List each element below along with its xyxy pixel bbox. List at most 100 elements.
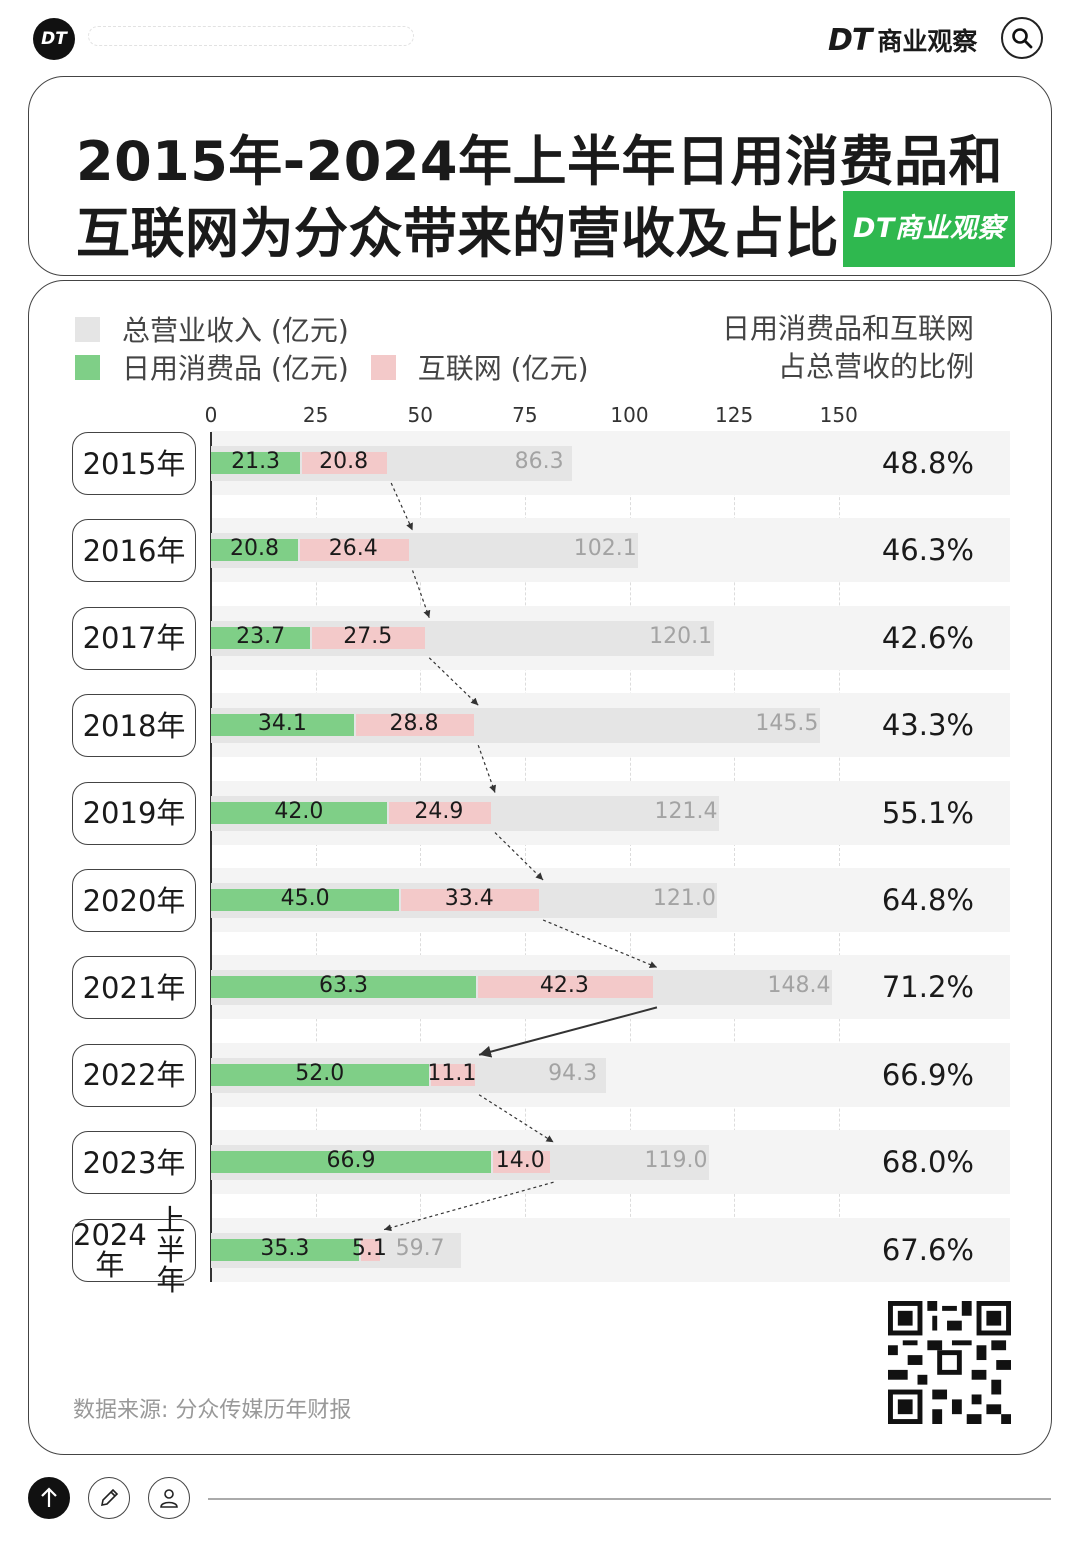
ratio-label: 55.1% <box>881 795 974 830</box>
ratio-label: 46.3% <box>881 533 974 568</box>
chart-card <box>28 280 1052 1455</box>
x-tick-label: 75 <box>512 403 538 427</box>
qr-code-icon[interactable] <box>888 1301 1011 1424</box>
value-label-total: 86.3 <box>514 449 564 474</box>
bar-internet <box>430 1063 476 1086</box>
bar-internet <box>477 976 653 999</box>
top-bar: DT DT 商业观察 <box>0 0 1080 80</box>
value-label-daily: 21.3 <box>231 449 281 474</box>
ratio-legend-line-1: 日用消费品和互联网 <box>721 312 974 345</box>
value-label-total: 102.1 <box>573 536 637 562</box>
bar-internet <box>401 889 540 911</box>
bar-internet <box>355 714 475 737</box>
x-tick-label: 150 <box>819 403 858 427</box>
bar-internet <box>312 626 426 649</box>
bar-internet <box>388 801 491 824</box>
value-label-daily: 34.1 <box>257 711 307 737</box>
value-label-daily: 52.0 <box>295 1060 345 1086</box>
ratio-label: 71.2% <box>881 970 974 1005</box>
logo-icon[interactable]: DT <box>33 18 75 60</box>
bar-daily <box>211 452 301 474</box>
category-label: 2018年 <box>72 694 196 758</box>
category-label-line: 2019年 <box>82 796 186 831</box>
category-label-line: 2018年 <box>82 708 186 743</box>
value-label-total: 94.3 <box>548 1060 598 1086</box>
category-label: 2017年 <box>72 606 196 670</box>
category-label-line: 2021年 <box>82 970 186 1005</box>
title-line-1: 2015年-2024年上半年日用消费品和 <box>76 130 1003 193</box>
gridline <box>629 432 631 1282</box>
gridline <box>315 432 317 1282</box>
bar-daily <box>211 714 354 737</box>
legend-swatch-daily <box>75 354 100 380</box>
x-tick-label: 0 <box>204 403 218 427</box>
ratio-label: 48.8% <box>881 446 974 480</box>
legend-label-daily: 日用消费品 (亿元) <box>122 352 349 385</box>
value-label-daily: 20.8 <box>230 536 280 562</box>
legend-item-daily: 日用消费品 (亿元) 互联网 (亿元) <box>75 348 589 386</box>
ratio-legend: 日用消费品和互联网 占总营收的比例 <box>722 310 974 386</box>
value-label-daily: 63.3 <box>318 973 368 999</box>
category-label: 2021年 <box>72 956 196 1020</box>
value-label-total: 145.5 <box>755 711 819 737</box>
brand-name: 商业观察 <box>877 27 978 56</box>
bar-daily <box>211 1151 491 1174</box>
category-label: 2022年 <box>72 1043 196 1107</box>
bar-internet <box>360 1238 381 1261</box>
category-label-line: 2023年 <box>82 1145 186 1180</box>
value-label-internet: 28.8 <box>389 711 439 737</box>
divider <box>208 1498 1051 1500</box>
title-card <box>28 76 1052 276</box>
arrow-up-icon[interactable] <box>28 1477 70 1519</box>
ratio-label: 68.0% <box>881 1145 974 1180</box>
category-label-line: 2015年 <box>82 446 186 481</box>
search-input[interactable] <box>88 26 414 46</box>
x-tick-label: 100 <box>610 403 649 427</box>
value-label-internet: 11.1 <box>427 1060 477 1086</box>
category-label: 2016年 <box>72 519 196 583</box>
bar-daily <box>211 801 387 824</box>
value-label-daily: 35.3 <box>260 1235 310 1261</box>
value-label-total: 121.4 <box>654 798 718 824</box>
value-label-internet: 14.0 <box>495 1148 545 1174</box>
category-label: 2023年 <box>72 1131 196 1195</box>
user-icon[interactable] <box>148 1477 190 1519</box>
category-label-line: 2017年 <box>82 621 186 656</box>
value-label-total: 119.0 <box>644 1148 708 1174</box>
value-label-total: 148.4 <box>767 973 831 999</box>
bar-daily <box>211 1063 429 1086</box>
value-label-total: 59.7 <box>395 1235 445 1261</box>
gridline <box>838 432 840 1282</box>
value-label-daily: 66.9 <box>326 1148 376 1174</box>
bar-daily <box>211 976 476 999</box>
category-label: 2020年 <box>72 869 196 932</box>
title-line-2: 互联网为分众带来的营收及占比 DT商业观察 <box>76 191 1015 275</box>
value-label-daily: 45.0 <box>280 886 330 911</box>
pencil-icon[interactable] <box>88 1477 130 1519</box>
brand-logo: DT 商业观察 <box>828 22 977 58</box>
legend-label-internet: 互联网 (亿元) <box>417 352 589 385</box>
value-label-internet: 42.3 <box>539 973 589 999</box>
category-label-line: 2024年 <box>73 1218 147 1283</box>
x-tick-label: 25 <box>302 403 329 427</box>
bar-daily <box>211 889 400 911</box>
x-tick-label: 125 <box>715 403 754 427</box>
chart-title: 2015年-2024年上半年日用消费品和 互联网为分众带来的营收及占比 DT商业观… <box>76 126 1015 275</box>
gridline <box>420 432 422 1282</box>
value-label-total: 121.0 <box>652 886 716 911</box>
title-line-2-text: 互联网为分众带来的营收及占比 <box>76 202 839 265</box>
ratio-label: 42.6% <box>881 620 974 655</box>
ratio-label: 66.9% <box>881 1057 974 1092</box>
bar-daily <box>211 626 311 649</box>
value-label-internet: 27.5 <box>343 623 393 649</box>
x-tick-label: 50 <box>407 403 433 427</box>
ratio-label: 64.8% <box>881 883 974 917</box>
value-label-internet: 26.4 <box>328 536 378 562</box>
gridline <box>734 432 736 1282</box>
category-label: 2015年 <box>72 432 196 495</box>
category-label-line: 上半年 <box>156 1203 186 1298</box>
category-label-line: 2020年 <box>82 883 186 918</box>
bar-daily <box>211 539 299 562</box>
ratio-label: 43.3% <box>881 708 974 743</box>
search-icon[interactable] <box>1001 17 1043 59</box>
